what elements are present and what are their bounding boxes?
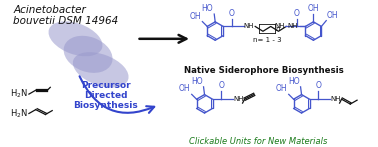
Text: O: O: [229, 9, 235, 18]
Text: NH: NH: [243, 23, 254, 29]
Text: HO: HO: [191, 77, 203, 86]
Text: NH: NH: [287, 23, 298, 29]
Text: HO: HO: [288, 77, 300, 86]
Text: OH: OH: [276, 84, 288, 93]
Text: OH: OH: [179, 84, 191, 93]
Text: Directed: Directed: [84, 91, 127, 100]
Text: Precursor: Precursor: [81, 81, 130, 91]
Text: n: n: [276, 26, 280, 32]
Text: bouvetii DSM 14964: bouvetii DSM 14964: [13, 16, 119, 26]
Text: O: O: [294, 9, 300, 18]
Text: OH: OH: [326, 11, 338, 20]
Ellipse shape: [48, 21, 102, 56]
Text: OH: OH: [190, 12, 201, 21]
Text: n= 1 - 3: n= 1 - 3: [253, 37, 281, 43]
Text: NH: NH: [233, 96, 243, 102]
Text: Native Siderophore Biosynthesis: Native Siderophore Biosynthesis: [184, 66, 344, 75]
Text: Acinetobacter: Acinetobacter: [13, 5, 86, 15]
Text: HO: HO: [201, 4, 213, 13]
Text: Biosynthesis: Biosynthesis: [73, 101, 138, 110]
Text: NH: NH: [274, 23, 285, 29]
Ellipse shape: [64, 36, 113, 73]
Ellipse shape: [73, 52, 129, 87]
Text: O: O: [218, 81, 224, 90]
Text: O: O: [315, 81, 321, 90]
Text: NH: NH: [330, 96, 341, 102]
Text: H$_2$N: H$_2$N: [11, 107, 28, 120]
Text: OH: OH: [308, 4, 319, 13]
Text: Clickable Units for New Materials: Clickable Units for New Materials: [189, 137, 327, 146]
Text: H$_2$N: H$_2$N: [11, 88, 28, 100]
